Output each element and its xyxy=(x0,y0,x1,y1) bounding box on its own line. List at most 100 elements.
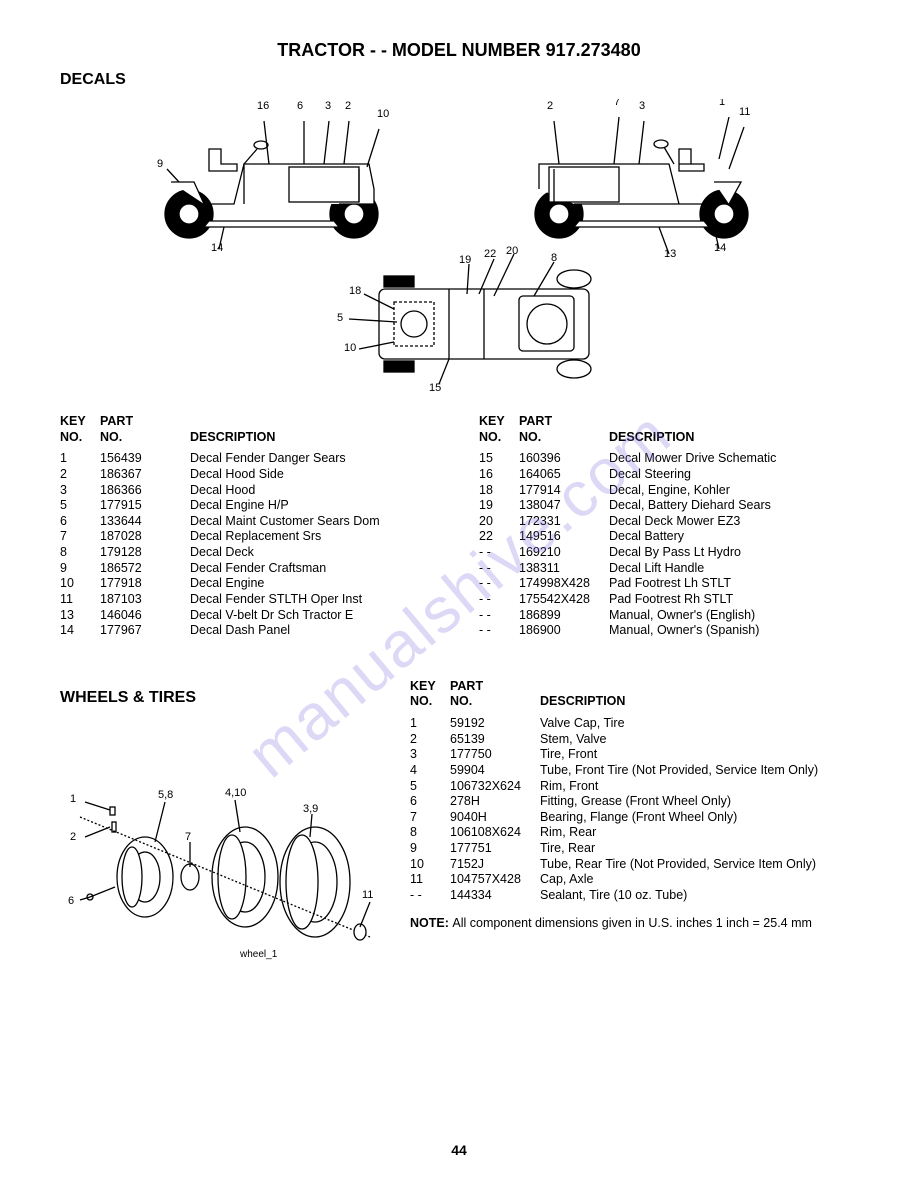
svg-text:13: 13 xyxy=(664,248,676,260)
cell-key: 6 xyxy=(60,514,100,530)
cell-key: 9 xyxy=(410,841,450,857)
svg-text:6: 6 xyxy=(297,100,303,112)
cell-part: 186366 xyxy=(100,483,190,499)
table-row: 8106108X624Rim, Rear xyxy=(410,825,858,841)
cell-desc: Decal Lift Handle xyxy=(609,561,858,577)
cell-key: - - xyxy=(479,592,519,608)
cell-desc: Decal Hood xyxy=(190,483,439,499)
cell-key: 3 xyxy=(410,747,450,763)
cell-desc: Valve Cap, Tire xyxy=(540,716,858,732)
cell-key: 18 xyxy=(479,483,519,499)
cell-desc: Rim, Rear xyxy=(540,825,858,841)
table-row: 6133644Decal Maint Customer Sears Dom xyxy=(60,514,439,530)
cell-desc: Decal Fender Craftsman xyxy=(190,561,439,577)
table-row: 5106732X624Rim, Front xyxy=(410,779,858,795)
table-row: 10177918Decal Engine xyxy=(60,576,439,592)
cell-desc: Decal Hood Side xyxy=(190,467,439,483)
svg-text:2: 2 xyxy=(70,831,76,843)
table-row: 11187103Decal Fender STLTH Oper Inst xyxy=(60,592,439,608)
decals-heading: DECALS xyxy=(60,71,858,89)
table-row: 79040HBearing, Flange (Front Wheel Only) xyxy=(410,810,858,826)
cell-part: 186572 xyxy=(100,561,190,577)
cell-part: 149516 xyxy=(519,529,609,545)
cell-key: 6 xyxy=(410,794,450,810)
cell-key: 8 xyxy=(60,545,100,561)
cell-desc: Fitting, Grease (Front Wheel Only) xyxy=(540,794,858,810)
decals-table-right: KEYNO. PARTNO. DESCRIPTION 15160396Decal… xyxy=(479,414,858,639)
cell-part: 187028 xyxy=(100,529,190,545)
svg-text:4,10: 4,10 xyxy=(225,787,246,799)
cell-desc: Tube, Front Tire (Not Provided, Service … xyxy=(540,763,858,779)
table-row: 9177751Tire, Rear xyxy=(410,841,858,857)
cell-part: 106108X624 xyxy=(450,825,540,841)
cell-key: 2 xyxy=(410,732,450,748)
cell-desc: Tire, Front xyxy=(540,747,858,763)
cell-part: 160396 xyxy=(519,451,609,467)
table-row: 5177915Decal Engine H/P xyxy=(60,498,439,514)
cell-part: 146046 xyxy=(100,608,190,624)
th-desc: DESCRIPTION xyxy=(190,414,439,451)
cell-part: 174998X428 xyxy=(519,576,609,592)
cell-desc: Rim, Front xyxy=(540,779,858,795)
svg-text:9: 9 xyxy=(157,158,163,170)
cell-part: 172331 xyxy=(519,514,609,530)
cell-part: 186899 xyxy=(519,608,609,624)
cell-key: 1 xyxy=(60,451,100,467)
svg-text:3,9: 3,9 xyxy=(303,803,318,815)
cell-key: 11 xyxy=(410,872,450,888)
svg-text:7: 7 xyxy=(614,99,620,108)
note-text: All component dimensions given in U.S. i… xyxy=(452,916,812,930)
cell-part: 144334 xyxy=(450,888,540,904)
cell-part: 175542X428 xyxy=(519,592,609,608)
th-key: KEYNO. xyxy=(410,679,450,716)
cell-key: - - xyxy=(479,576,519,592)
cell-desc: Tube, Rear Tire (Not Provided, Service I… xyxy=(540,857,858,873)
table-row: - -174998X428Pad Footrest Lh STLT xyxy=(479,576,858,592)
cell-part: 177967 xyxy=(100,623,190,639)
cell-desc: Cap, Axle xyxy=(540,872,858,888)
table-row: 7187028Decal Replacement Srs xyxy=(60,529,439,545)
note: NOTE: All component dimensions given in … xyxy=(410,916,858,932)
cell-part: 156439 xyxy=(100,451,190,467)
cell-part: 65139 xyxy=(450,732,540,748)
wheels-table: KEYNO. PARTNO. DESCRIPTION 159192Valve C… xyxy=(410,679,858,904)
svg-text:22: 22 xyxy=(484,248,496,260)
svg-text:10: 10 xyxy=(344,342,356,354)
cell-part: 186367 xyxy=(100,467,190,483)
svg-text:5,8: 5,8 xyxy=(158,789,173,801)
page-number: 44 xyxy=(0,1142,918,1158)
cell-part: 106732X624 xyxy=(450,779,540,795)
svg-text:20: 20 xyxy=(506,245,518,257)
svg-text:1: 1 xyxy=(70,793,76,805)
th-part: PARTNO. xyxy=(100,414,190,451)
cell-key: 2 xyxy=(60,467,100,483)
table-row: 19138047Decal, Battery Diehard Sears xyxy=(479,498,858,514)
svg-text:16: 16 xyxy=(257,100,269,112)
table-row: 15160396Decal Mower Drive Schematic xyxy=(479,451,858,467)
svg-text:10: 10 xyxy=(377,108,389,120)
cell-desc: Tire, Rear xyxy=(540,841,858,857)
cell-key: 16 xyxy=(479,467,519,483)
cell-desc: Decal Deck xyxy=(190,545,439,561)
svg-text:8: 8 xyxy=(551,252,557,264)
table-row: 14177967Decal Dash Panel xyxy=(60,623,439,639)
wheels-heading: WHEELS & TIRES xyxy=(60,689,380,707)
wheel-caption: wheel_1 xyxy=(239,949,278,960)
svg-text:1: 1 xyxy=(719,99,725,108)
cell-key: 7 xyxy=(60,529,100,545)
cell-desc: Decal Steering xyxy=(609,467,858,483)
table-row: 18177914Decal, Engine, Kohler xyxy=(479,483,858,499)
cell-part: 177915 xyxy=(100,498,190,514)
page-title: TRACTOR - - MODEL NUMBER 917.273480 xyxy=(60,40,858,61)
cell-key: 10 xyxy=(410,857,450,873)
cell-part: 187103 xyxy=(100,592,190,608)
cell-part: 59904 xyxy=(450,763,540,779)
cell-part: 133644 xyxy=(100,514,190,530)
svg-text:14: 14 xyxy=(714,242,726,254)
note-label: NOTE: xyxy=(410,916,449,930)
table-row: 265139Stem, Valve xyxy=(410,732,858,748)
cell-desc: Decal, Battery Diehard Sears xyxy=(609,498,858,514)
cell-key: - - xyxy=(479,608,519,624)
cell-part: 169210 xyxy=(519,545,609,561)
cell-desc: Decal Fender STLTH Oper Inst xyxy=(190,592,439,608)
